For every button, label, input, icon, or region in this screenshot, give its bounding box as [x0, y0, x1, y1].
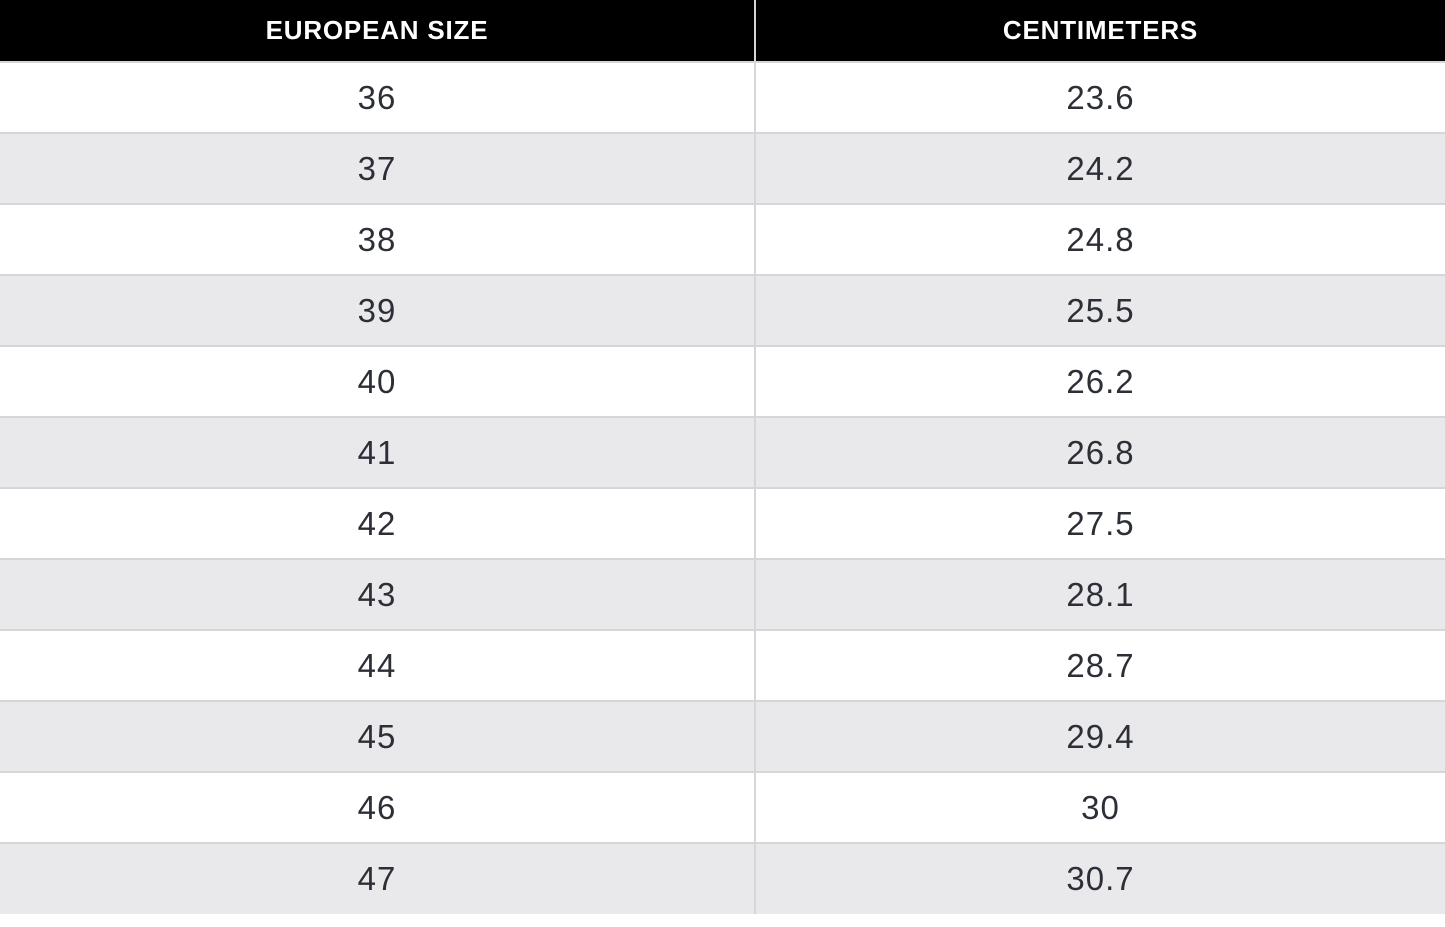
european-size-cell: 45	[0, 700, 755, 772]
table-row: 40 26.2	[0, 345, 1445, 417]
european-size-cell: 40	[0, 345, 755, 417]
centimeters-cell: 30	[754, 771, 1445, 843]
centimeters-cell: 28.7	[754, 629, 1445, 701]
centimeters-cell: 28.1	[754, 558, 1445, 630]
centimeters-cell: 25.5	[754, 274, 1445, 346]
table-row: 39 25.5	[0, 274, 1445, 346]
table-row: 37 24.2	[0, 132, 1445, 204]
centimeters-cell: 27.5	[754, 487, 1445, 559]
european-size-cell: 43	[0, 558, 755, 630]
european-size-cell: 39	[0, 274, 755, 346]
centimeters-cell: 29.4	[754, 700, 1445, 772]
column-header-centimeters: CENTIMETERS	[754, 0, 1445, 62]
european-size-cell: 47	[0, 842, 755, 914]
european-size-cell: 38	[0, 203, 755, 275]
header-row: EUROPEAN SIZE CENTIMETERS	[0, 0, 1445, 62]
centimeters-cell: 26.8	[754, 416, 1445, 488]
table-row: 42 27.5	[0, 487, 1445, 559]
table-header: EUROPEAN SIZE CENTIMETERS	[0, 0, 1445, 62]
european-size-cell: 44	[0, 629, 755, 701]
centimeters-cell: 24.2	[754, 132, 1445, 204]
european-size-cell: 36	[0, 61, 755, 133]
table-row: 41 26.8	[0, 416, 1445, 488]
european-size-cell: 42	[0, 487, 755, 559]
centimeters-cell: 24.8	[754, 203, 1445, 275]
table-body: 36 23.6 37 24.2 38 24.8 39 25.5 40 26.2 41 26.8 42 27…	[0, 61, 1445, 914]
table-row: 45 29.4	[0, 700, 1445, 772]
european-size-cell: 41	[0, 416, 755, 488]
table-row: 38 24.8	[0, 203, 1445, 275]
table-row: 46 30	[0, 771, 1445, 843]
european-size-cell: 37	[0, 132, 755, 204]
centimeters-cell: 23.6	[754, 61, 1445, 133]
table-row: 44 28.7	[0, 629, 1445, 701]
table-row: 43 28.1	[0, 558, 1445, 630]
table-row: 47 30.7	[0, 842, 1445, 914]
centimeters-cell: 30.7	[754, 842, 1445, 914]
table-row: 36 23.6	[0, 61, 1445, 133]
column-header-european-size: EUROPEAN SIZE	[0, 0, 755, 62]
european-size-cell: 46	[0, 771, 755, 843]
centimeters-cell: 26.2	[754, 345, 1445, 417]
